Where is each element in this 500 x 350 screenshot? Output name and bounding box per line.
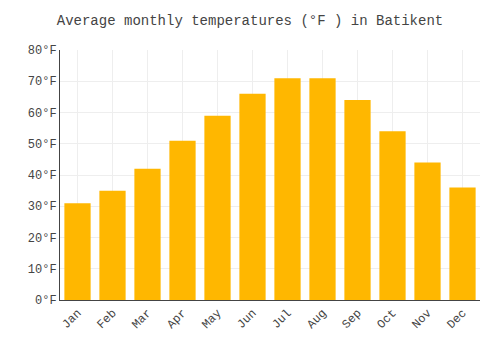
svg-text:10°F: 10°F — [28, 263, 57, 277]
svg-text:Oct: Oct — [374, 307, 399, 332]
svg-text:Mar: Mar — [129, 307, 154, 332]
svg-text:80°F: 80°F — [28, 44, 57, 58]
svg-text:60°F: 60°F — [28, 107, 57, 121]
svg-text:Average monthly temperatures (: Average monthly temperatures (°F ) in Ba… — [57, 13, 443, 29]
svg-text:40°F: 40°F — [28, 169, 57, 183]
svg-text:70°F: 70°F — [28, 75, 57, 89]
svg-text:20°F: 20°F — [28, 232, 57, 246]
svg-text:May: May — [199, 307, 224, 332]
svg-text:Dec: Dec — [444, 307, 469, 332]
svg-text:Nov: Nov — [409, 307, 434, 332]
svg-text:30°F: 30°F — [28, 200, 57, 214]
svg-text:Jul: Jul — [269, 307, 294, 332]
svg-text:Jun: Jun — [234, 307, 259, 332]
svg-text:Aug: Aug — [304, 307, 329, 332]
svg-text:Feb: Feb — [94, 307, 119, 332]
svg-text:Apr: Apr — [164, 307, 189, 332]
svg-text:Jan: Jan — [59, 307, 84, 332]
svg-text:0°F: 0°F — [35, 294, 57, 308]
svg-text:50°F: 50°F — [28, 138, 57, 152]
svg-text:Sep: Sep — [339, 307, 364, 332]
